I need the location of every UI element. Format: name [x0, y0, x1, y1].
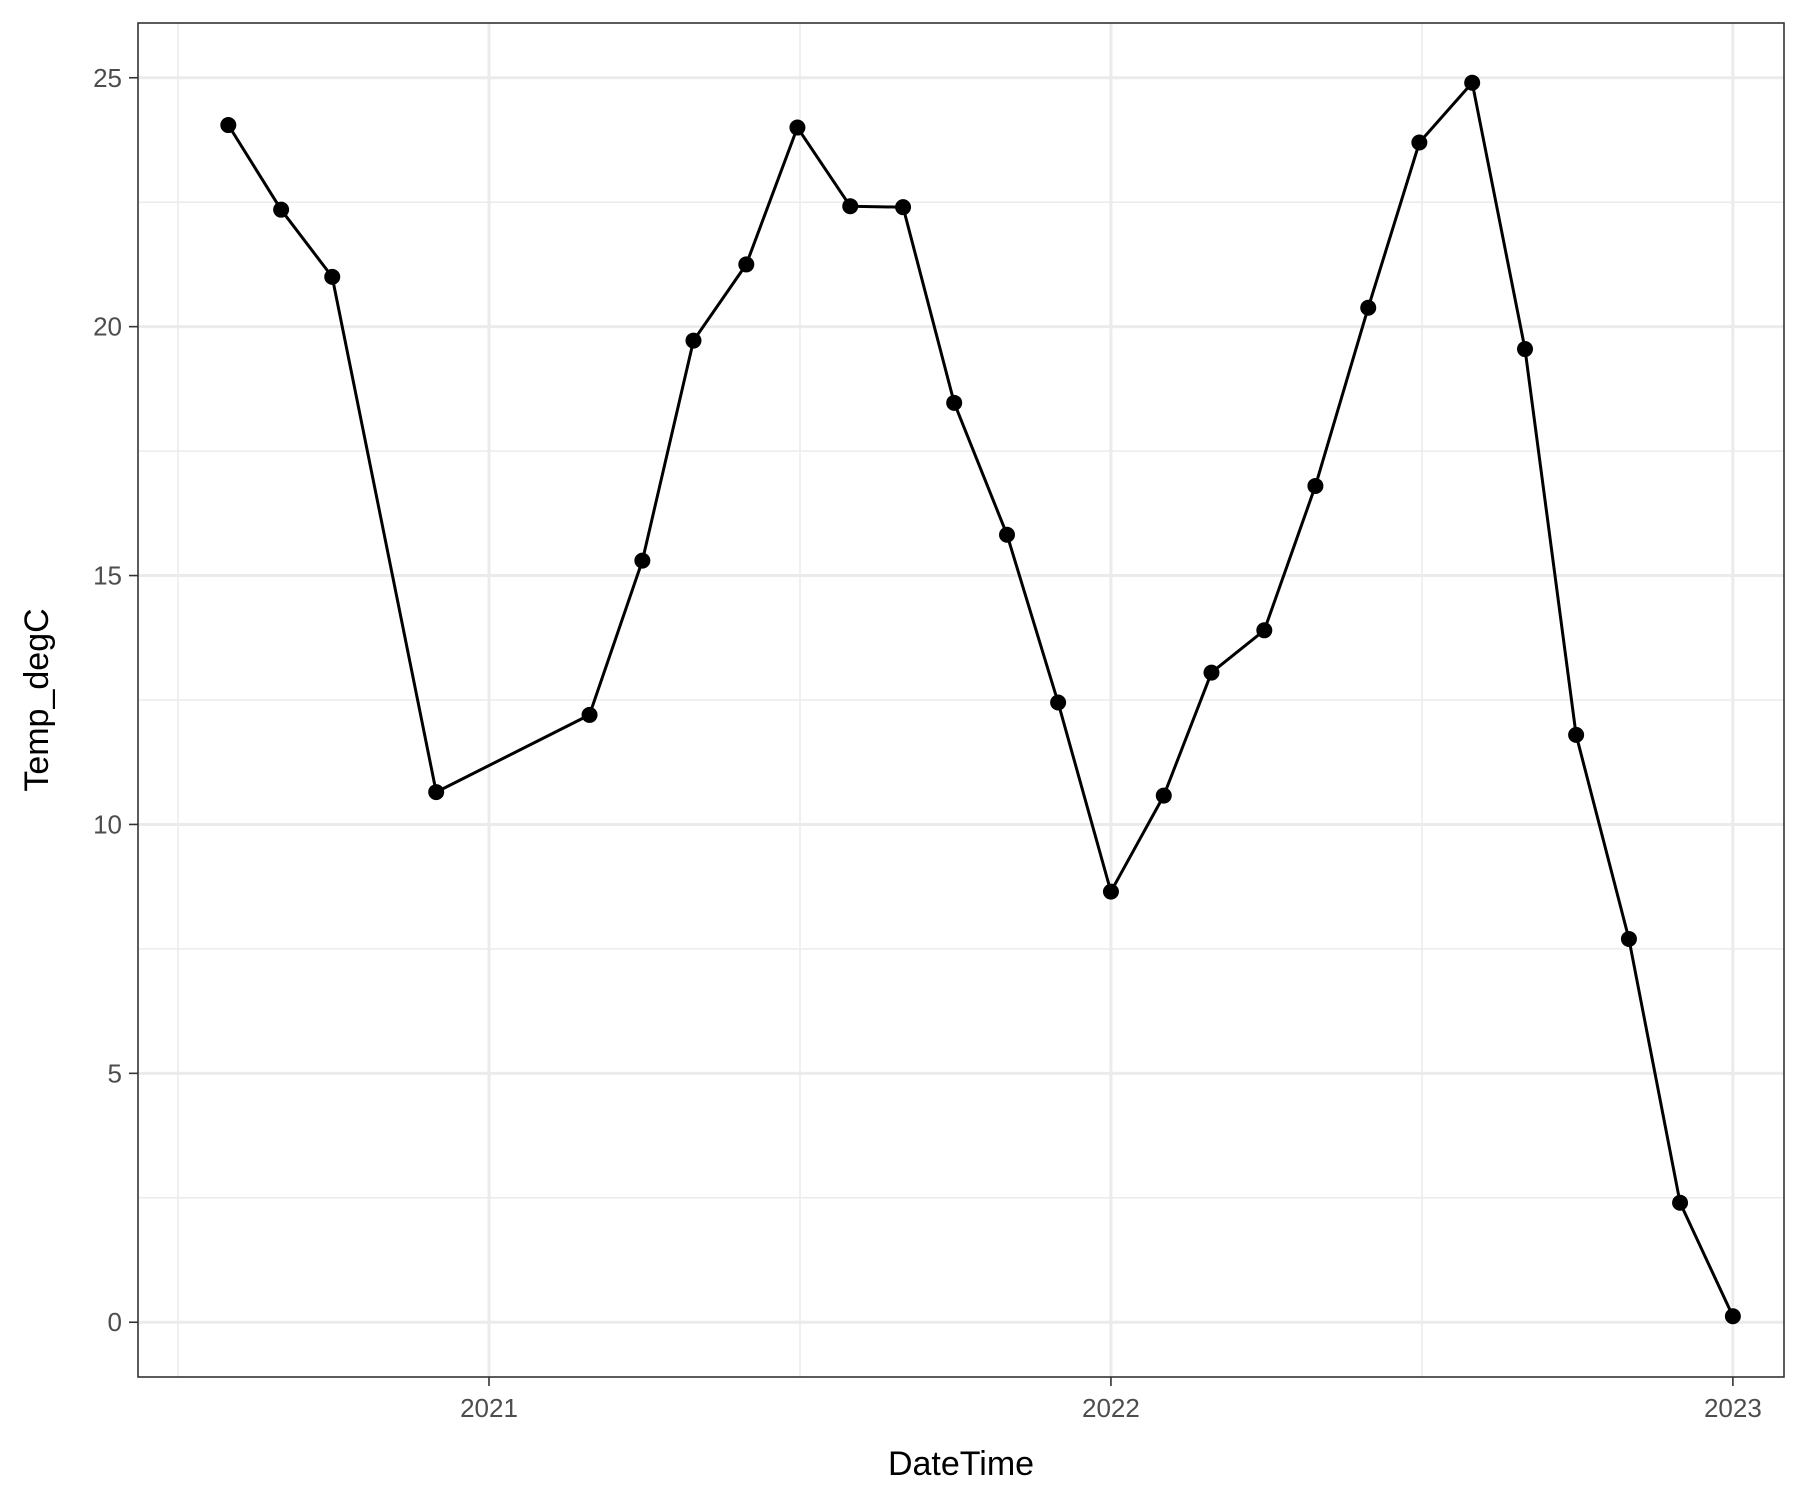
data-point	[999, 526, 1016, 543]
data-point	[581, 706, 598, 723]
y-tick-label: 10	[93, 809, 122, 839]
y-tick-label: 0	[108, 1307, 122, 1337]
data-point	[428, 784, 445, 801]
data-point	[1155, 787, 1172, 804]
x-axis: 2021 2022 2023	[460, 1377, 1762, 1423]
data-point	[1360, 299, 1377, 316]
data-point	[789, 119, 806, 136]
data-point	[634, 552, 651, 569]
data-point	[1102, 883, 1119, 900]
data-point	[685, 332, 702, 349]
data-point	[220, 117, 237, 134]
panel-border	[137, 22, 1785, 1378]
x-axis-title: DateTime	[888, 1445, 1034, 1483]
data-point	[1203, 664, 1220, 681]
data-point	[1411, 134, 1428, 151]
y-tick-label: 20	[93, 312, 122, 342]
data-point	[1256, 622, 1273, 639]
data-point	[1568, 726, 1585, 743]
y-tick-label: 15	[93, 561, 122, 591]
x-tick-label: 2022	[1082, 1393, 1140, 1423]
data-point	[946, 394, 963, 411]
data-point	[1620, 930, 1637, 947]
data-point	[1724, 1308, 1741, 1325]
y-axis: 0 5 10 15 20 25	[93, 63, 138, 1337]
series-points	[220, 74, 1741, 1325]
data-point	[895, 199, 912, 216]
y-tick-label: 25	[93, 63, 122, 93]
y-axis-title: Temp_degC	[18, 608, 56, 791]
data-point	[1464, 74, 1481, 91]
data-point	[273, 201, 290, 218]
data-point	[1050, 694, 1067, 711]
data-point	[738, 256, 755, 273]
x-tick-label: 2023	[1704, 1393, 1762, 1423]
x-tick-label: 2021	[460, 1393, 518, 1423]
minor-gridlines	[138, 23, 1784, 1377]
data-point	[842, 198, 859, 215]
data-point	[324, 268, 341, 285]
data-point	[1307, 477, 1324, 494]
data-point	[1672, 1194, 1689, 1211]
y-tick-label: 5	[108, 1058, 122, 1088]
major-gridlines	[138, 23, 1784, 1377]
data-point	[1517, 341, 1534, 358]
